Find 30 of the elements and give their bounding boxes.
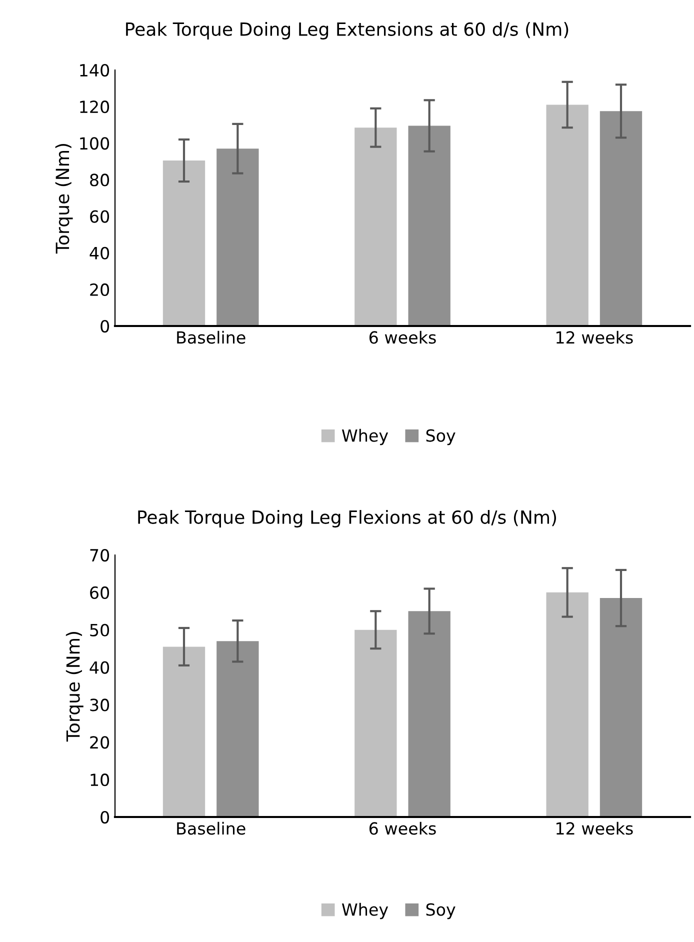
y-tick-label: 10 bbox=[90, 774, 110, 786]
y-tick-label: 120 bbox=[80, 100, 110, 114]
y-tick-label: 140 bbox=[80, 64, 110, 77]
y-tick-label: 60 bbox=[90, 586, 110, 599]
legend-label: Whey bbox=[342, 902, 388, 920]
y-tick-label: 100 bbox=[80, 137, 110, 150]
x-tick-label: Baseline bbox=[177, 822, 246, 835]
legend-label: Whey bbox=[342, 428, 388, 446]
chart-title: Peak Torque Doing Leg Extensions at 60 d/s (Nm) bbox=[126, 22, 568, 40]
y-tick-label: 0 bbox=[100, 320, 110, 333]
y-tick-label: 40 bbox=[90, 246, 110, 260]
chart-title: Peak Torque Doing Leg Flexions at 60 d/s (Nm) bbox=[138, 510, 556, 528]
y-tick-label: 50 bbox=[90, 624, 110, 636]
legend-label: Soy bbox=[426, 429, 456, 446]
y-tick-label: 60 bbox=[90, 210, 110, 223]
y-axis-title: Torque (Nm) bbox=[66, 632, 84, 742]
y-tick-label: 0 bbox=[100, 810, 110, 824]
x-tick-label: 6 weeks bbox=[369, 822, 436, 835]
y-tick-label: 40 bbox=[90, 661, 110, 674]
legend-label: Soy bbox=[426, 903, 456, 920]
y-tick-label: 80 bbox=[90, 174, 110, 186]
x-tick-label: Baseline bbox=[177, 330, 246, 344]
y-axis-title: Torque (Nm) bbox=[55, 144, 73, 254]
x-tick-label: 12 weeks bbox=[556, 822, 633, 835]
x-tick-label: 6 weeks bbox=[369, 330, 436, 344]
x-tick-label: 12 weeks bbox=[556, 330, 633, 344]
y-tick-label: 20 bbox=[90, 283, 110, 296]
y-tick-label: 20 bbox=[90, 736, 110, 749]
y-tick-label: 70 bbox=[90, 548, 110, 562]
y-tick-label: 30 bbox=[90, 698, 110, 712]
